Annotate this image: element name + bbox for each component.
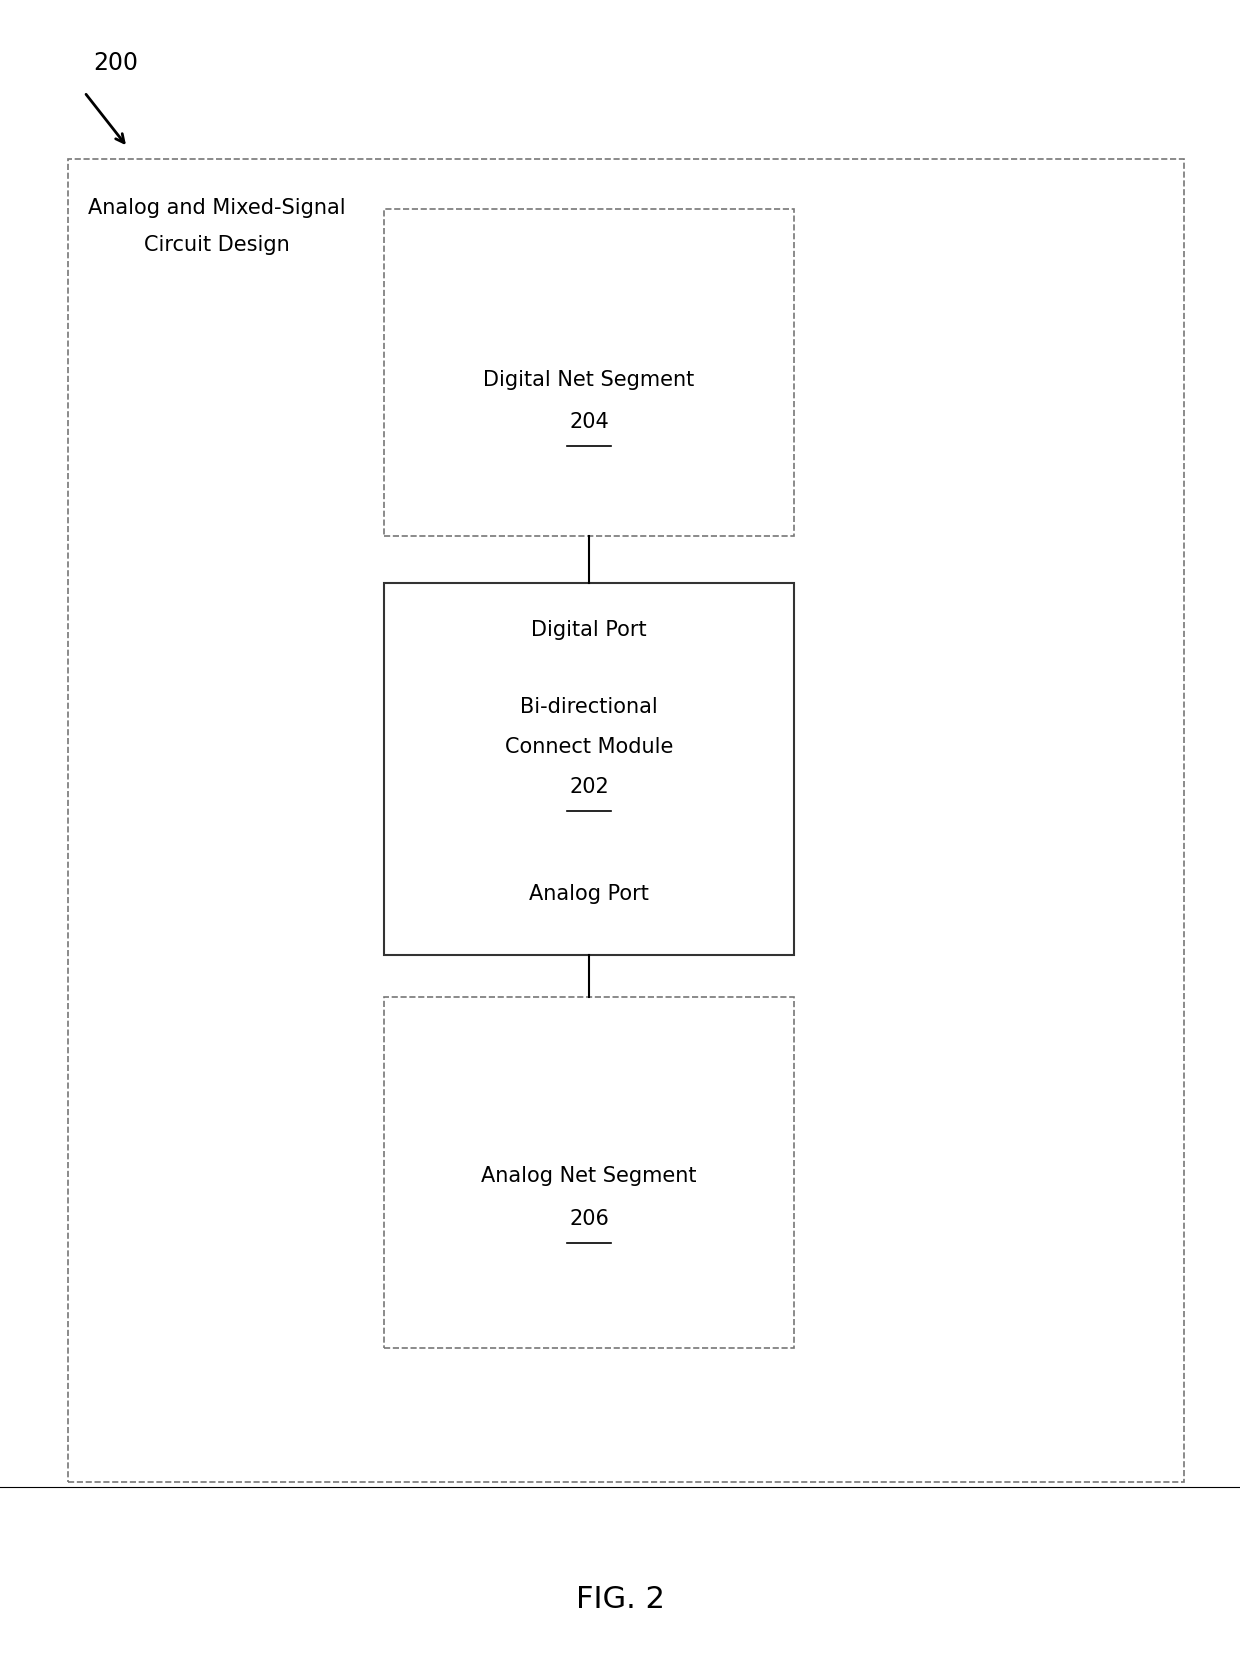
Text: Analog Net Segment: Analog Net Segment bbox=[481, 1166, 697, 1186]
Text: 200: 200 bbox=[93, 52, 138, 75]
Text: Digital Port: Digital Port bbox=[531, 620, 647, 640]
Text: Digital Net Segment: Digital Net Segment bbox=[484, 370, 694, 390]
Bar bbox=[384, 209, 794, 536]
Text: 202: 202 bbox=[569, 777, 609, 797]
Bar bbox=[384, 997, 794, 1348]
Bar bbox=[384, 583, 794, 955]
Bar bbox=[68, 159, 1184, 1482]
Text: Connect Module: Connect Module bbox=[505, 737, 673, 757]
Text: Analog Port: Analog Port bbox=[529, 884, 649, 905]
Text: Circuit Design: Circuit Design bbox=[144, 235, 290, 255]
Text: Analog and Mixed-Signal: Analog and Mixed-Signal bbox=[88, 198, 346, 218]
Text: 206: 206 bbox=[569, 1209, 609, 1229]
Text: 204: 204 bbox=[569, 412, 609, 432]
Text: Bi-directional: Bi-directional bbox=[520, 697, 658, 717]
Text: FIG. 2: FIG. 2 bbox=[575, 1585, 665, 1615]
